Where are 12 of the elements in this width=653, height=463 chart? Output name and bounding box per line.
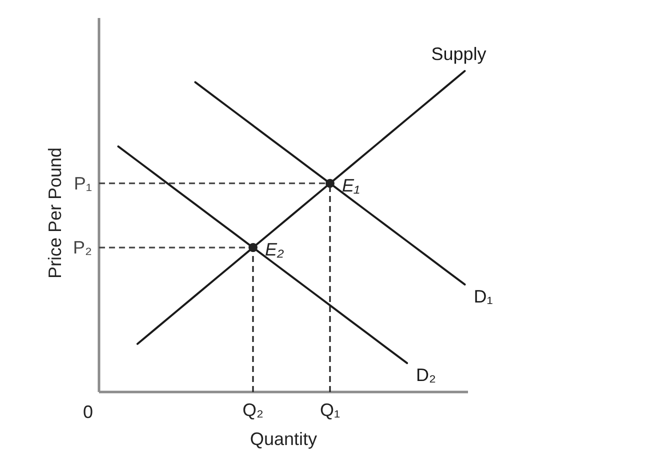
x-tick-label: Q₂	[242, 400, 264, 420]
series-label: P₁	[74, 173, 92, 194]
series-label: Supply	[431, 44, 486, 64]
annotation: E₂	[265, 240, 284, 260]
series-label: P₂	[73, 238, 92, 258]
x-tick-label: Q₁	[320, 400, 340, 420]
series-label: D₁	[474, 286, 493, 306]
y-axis-title: Price Per Pound	[45, 147, 65, 279]
series-label: D₂	[416, 365, 436, 386]
text: 0	[82, 402, 94, 422]
annotation: E₁	[342, 175, 360, 196]
x-axis-title: Quantity	[250, 429, 318, 449]
